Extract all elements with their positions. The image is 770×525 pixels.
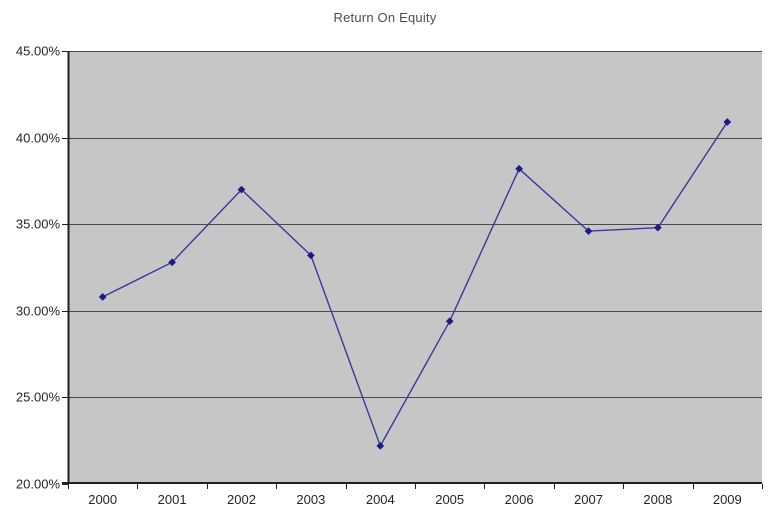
x-axis-tick-label: 2006 bbox=[504, 492, 534, 507]
x-axis-tick-label: 2004 bbox=[365, 492, 395, 507]
roe-series-line bbox=[102, 121, 728, 447]
x-axis-tick-label: 2005 bbox=[435, 492, 465, 507]
x-axis-tick-label: 2000 bbox=[88, 492, 118, 507]
plot-area bbox=[62, 51, 763, 489]
x-axis-tick-label: 2008 bbox=[643, 492, 673, 507]
y-axis-tick-label: 45.00% bbox=[15, 43, 60, 59]
y-axis-tick-label: 35.00% bbox=[15, 216, 60, 232]
x-axis-tick-label: 2002 bbox=[227, 492, 256, 507]
data-point-marker bbox=[98, 292, 107, 301]
data-point-marker bbox=[515, 164, 524, 173]
y-axis-tick-label: 25.00% bbox=[15, 389, 60, 405]
data-point-marker bbox=[168, 258, 177, 267]
y-axis-tick-label: 20.00% bbox=[15, 476, 60, 492]
x-axis-tick-label: 2001 bbox=[157, 492, 187, 507]
x-axis-tick-label: 2007 bbox=[574, 492, 603, 507]
data-point-marker bbox=[445, 317, 454, 326]
x-axis-tick-label: 2009 bbox=[712, 492, 742, 507]
x-axis-tick-label: 2003 bbox=[296, 492, 326, 507]
data-point-marker bbox=[653, 223, 662, 232]
data-point-marker bbox=[723, 118, 732, 126]
plot-background bbox=[68, 51, 762, 484]
y-axis-tick-label: 30.00% bbox=[15, 303, 60, 319]
data-point-marker bbox=[584, 227, 593, 236]
chart-title: Return On Equity bbox=[333, 10, 437, 25]
data-point-marker bbox=[306, 251, 315, 260]
y-axis-tick-label: 40.00% bbox=[15, 130, 60, 146]
plot-canvas bbox=[62, 51, 763, 489]
data-point-marker bbox=[237, 185, 246, 194]
data-point-marker bbox=[376, 441, 385, 450]
